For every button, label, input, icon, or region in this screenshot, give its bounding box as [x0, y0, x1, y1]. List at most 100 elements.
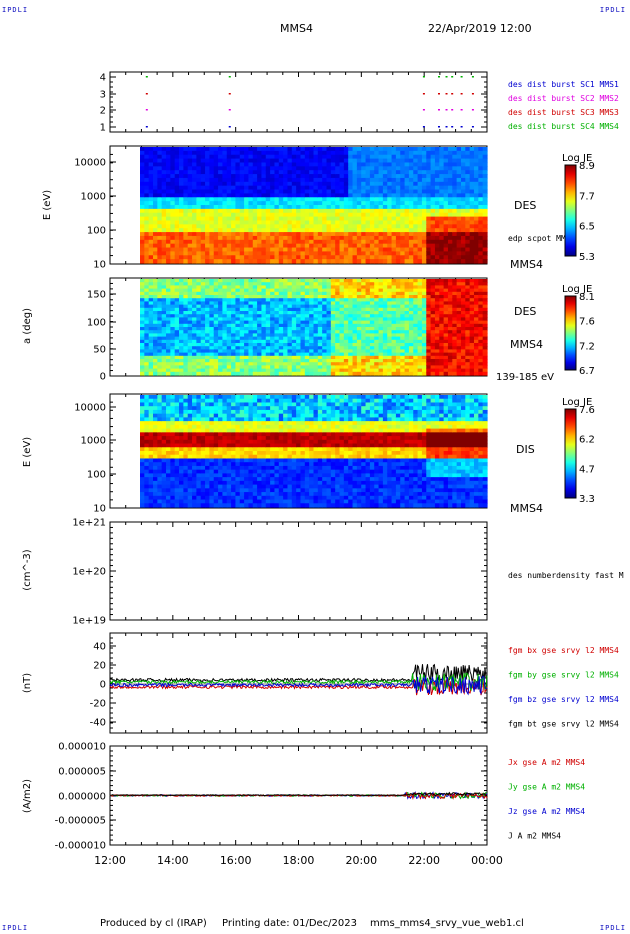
des-energy-panel-cell — [296, 259, 302, 264]
des-energy-panel-cell — [452, 162, 458, 167]
des-pitch-panel-cell — [257, 330, 263, 334]
des-pitch-panel-cell — [322, 339, 328, 344]
des-pitch-panel-cell — [452, 320, 458, 325]
des-energy-panel-cell — [161, 170, 167, 175]
des-energy-panel-cell — [404, 201, 410, 206]
des-pitch-panel-cell — [248, 362, 254, 366]
des-energy-panel-cell — [417, 228, 423, 233]
des-pitch-panel-cell — [170, 355, 176, 360]
des-energy-panel-cell — [161, 181, 167, 187]
des-energy-panel-cell — [218, 177, 224, 183]
des-pitch-panel-cell — [408, 368, 414, 373]
des-energy-panel-cell — [473, 224, 479, 229]
des-energy-panel-cell — [317, 239, 323, 245]
burst-panel-burst-mark — [145, 93, 148, 95]
des-pitch-panel-cell — [270, 343, 276, 347]
des-energy-panel-cell — [361, 189, 367, 194]
des-pitch-panel-cell — [161, 330, 167, 334]
des-pitch-panel-cell — [174, 352, 180, 357]
des-energy-panel-cell — [434, 224, 440, 229]
des-energy-panel-cell — [140, 235, 145, 241]
des-energy-panel-cell — [478, 216, 484, 222]
des-pitch-panel-cell — [304, 288, 310, 293]
des-pitch-panel-cell — [174, 368, 180, 373]
des-energy-panel-cell — [447, 255, 453, 260]
des-pitch-panel-cell — [352, 279, 358, 283]
des-pitch-panel-cell — [213, 333, 219, 338]
des-energy-panel-cell — [460, 181, 466, 187]
des-energy-panel-cell — [296, 197, 302, 202]
des-pitch-panel-cell — [365, 365, 371, 370]
des-energy-panel-cell — [322, 193, 328, 198]
des-energy-panel-cell — [434, 216, 440, 222]
des-energy-panel-cell — [387, 189, 393, 194]
des-energy-panel-cell — [430, 185, 436, 191]
des-pitch-panel-cell — [447, 339, 453, 344]
des-pitch-panel-cell — [443, 288, 449, 293]
des-pitch-panel-cell — [248, 365, 254, 370]
des-energy-panel-cell — [291, 185, 297, 191]
des-pitch-panel-cell — [387, 346, 393, 350]
des-pitch-panel-cell — [287, 291, 293, 296]
des-energy-panel-cell — [447, 208, 453, 214]
des-energy-panel-cell — [322, 235, 328, 241]
des-pitch-panel-cell — [209, 330, 215, 334]
des-energy-panel-cell — [460, 251, 466, 256]
des-energy-panel-cell — [309, 212, 315, 218]
des-energy-panel-cell — [348, 177, 354, 183]
des-energy-panel-cell — [170, 212, 176, 218]
des-energy-panel-cell — [304, 174, 310, 179]
des-pitch-panel-cell — [231, 346, 237, 350]
des-pitch-panel-cell — [140, 317, 145, 322]
des-pitch-panel-cell — [261, 352, 267, 357]
des-energy-panel-cell — [300, 216, 306, 222]
des-pitch-panel-cell — [257, 349, 263, 354]
des-pitch-panel-cell — [205, 307, 210, 312]
des-energy-panel-cell — [209, 170, 215, 175]
des-pitch-panel-cell — [296, 330, 302, 334]
des-energy-panel-cell — [278, 170, 284, 175]
des-pitch-panel-cell — [248, 355, 254, 360]
des-pitch-panel-cell — [213, 339, 219, 344]
des-pitch-panel-cell — [322, 307, 328, 312]
des-energy-panel-cell — [274, 208, 280, 214]
des-energy-panel-cell — [300, 174, 306, 179]
des-energy-panel-cell — [187, 259, 193, 264]
des-energy-panel-cell — [478, 170, 484, 175]
des-energy-panel-cell — [387, 259, 393, 264]
des-energy-panel-cell — [205, 251, 210, 256]
des-energy-panel-cell — [170, 247, 176, 252]
des-pitch-panel-cell — [278, 307, 284, 312]
des-pitch-panel-cell — [213, 301, 219, 306]
des-energy-panel-cell — [387, 235, 393, 241]
des-pitch-panel-cell — [252, 336, 258, 341]
des-energy-panel-cell — [452, 201, 458, 206]
datetime-title: 22/Apr/2019 12:00 — [428, 22, 532, 35]
des-pitch-panel-cell — [192, 365, 197, 370]
des-energy-panel-cell — [140, 177, 145, 183]
des-pitch-panel-cell — [144, 336, 150, 341]
des-energy-panel-cell — [209, 166, 215, 171]
des-energy-panel-cell — [439, 205, 445, 210]
des-energy-panel-cell — [226, 239, 232, 245]
des-energy-panel-cell — [209, 228, 215, 233]
des-pitch-panel-cell — [361, 333, 367, 338]
des-energy-panel-cell — [434, 228, 440, 233]
des-energy-panel-cell — [322, 216, 328, 222]
des-pitch-panel-cell — [278, 323, 284, 328]
des-energy-panel-cell — [196, 154, 202, 160]
des-energy-panel-cell — [482, 158, 488, 164]
des-pitch-panel-cell — [430, 307, 436, 312]
des-energy-panel-cell — [369, 154, 375, 160]
des-energy-panel-cell — [439, 170, 445, 175]
des-energy-panel-cell — [192, 205, 197, 210]
burst-panel-ytick-label: 4 — [100, 73, 106, 84]
des-pitch-panel-cell — [361, 320, 367, 325]
des-energy-panel-cell — [261, 220, 267, 225]
des-energy-panel-cell — [317, 162, 323, 167]
des-energy-panel-cell — [361, 255, 367, 260]
des-pitch-panel-cell — [187, 314, 193, 318]
des-pitch-panel-cell — [205, 282, 210, 286]
des-energy-panel-cell — [213, 228, 219, 233]
des-energy-panel-cell — [426, 243, 432, 249]
